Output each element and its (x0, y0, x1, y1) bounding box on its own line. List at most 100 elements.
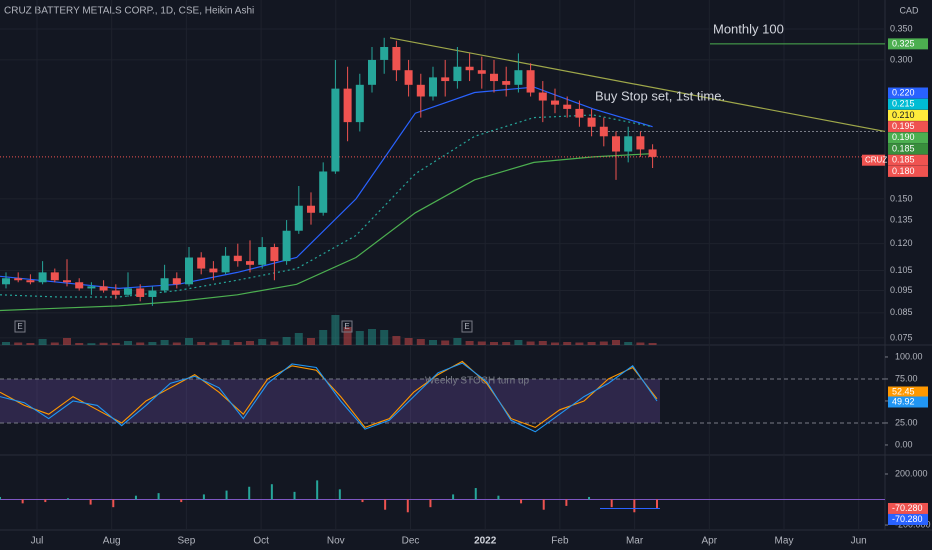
volume-bar (172, 342, 181, 345)
histogram-bar (0, 496, 1, 500)
y-tick-label: 0.085 (890, 307, 913, 317)
price-label-bg (888, 143, 928, 155)
candle-body (233, 255, 242, 262)
volume-bar (599, 341, 608, 345)
candle-body (551, 100, 559, 105)
candle-body (75, 282, 84, 289)
histogram-bar (44, 499, 47, 503)
price-label-bg (888, 98, 928, 110)
price-label-bg (888, 132, 928, 144)
x-tick-label: Apr (702, 536, 718, 547)
volume-bar (624, 342, 633, 345)
price-label: 0.190 (892, 132, 915, 142)
volume-bar (160, 340, 169, 345)
candle-body (63, 280, 71, 283)
histogram-bar (656, 499, 658, 509)
histogram-bar (316, 480, 319, 500)
volume-bar (502, 342, 511, 345)
histogram-bar (66, 498, 69, 500)
histogram-bar (225, 490, 228, 500)
volume-bar (575, 342, 584, 345)
price-label-bg (888, 87, 928, 99)
volume-bar (319, 330, 328, 345)
candle-body (563, 104, 572, 109)
candle-body (465, 66, 474, 71)
moving-average (0, 153, 653, 312)
volume-bar (111, 343, 120, 345)
volume-bar (331, 315, 340, 345)
price-label-bg (888, 109, 928, 121)
candle-body (502, 81, 511, 85)
chart-title: CRUZ BATTERY METALS CORP., 1D, CSE, Heik… (4, 6, 254, 17)
event-marker-bg (461, 320, 473, 333)
price-label: 0.220 (892, 87, 915, 97)
candle-body (599, 126, 608, 137)
histogram-bar (542, 499, 545, 510)
volume-bar (587, 342, 596, 345)
histogram-bar (384, 499, 387, 510)
price-label: 0.325 (892, 38, 915, 48)
x-tick-label: Oct (253, 536, 269, 547)
price-label-bg (888, 154, 928, 166)
candle-body (87, 286, 96, 289)
volume-bar (50, 342, 59, 345)
volume-bar (246, 341, 254, 345)
candle-body (538, 92, 547, 101)
candle-body (221, 255, 230, 273)
candle-body (319, 171, 328, 213)
histogram-bar (429, 499, 432, 508)
volume-bar (294, 333, 303, 345)
candle-body (380, 46, 389, 60)
volume-bar (551, 342, 559, 345)
x-tick-label: May (775, 536, 794, 547)
volume-bar (514, 340, 523, 345)
volume-bar (465, 341, 474, 345)
volume-bar (197, 342, 206, 345)
x-tick-label: 2022 (474, 536, 497, 547)
y-tick-label: 75.00 (895, 373, 918, 383)
x-tick-label: Jul (31, 536, 44, 547)
annotation: Monthly 100 (713, 21, 784, 36)
histogram-bar (293, 491, 296, 500)
event-marker: E (464, 322, 469, 331)
price-label-bg (888, 386, 928, 398)
volume-bar (87, 343, 96, 345)
event-marker-bg (341, 320, 353, 333)
candle-body (416, 84, 425, 97)
volume-bar (612, 340, 620, 345)
volume-bar (429, 340, 437, 345)
volume-bar (380, 330, 389, 345)
currency: CAD (899, 5, 919, 15)
price-label: 0.185 (892, 143, 915, 153)
volume-bar (282, 337, 291, 345)
histogram-bar (248, 486, 251, 500)
price-label: 0.210 (892, 110, 915, 120)
histogram-bar (633, 499, 636, 513)
volume-bar (538, 341, 547, 345)
volume-bar (99, 342, 108, 345)
candle-body (246, 261, 254, 265)
volume-bar (368, 329, 376, 345)
histogram-bar (406, 499, 409, 513)
volume-bar (490, 342, 498, 345)
candle-body (136, 288, 145, 297)
price-label-bg (888, 513, 928, 525)
candle-body (392, 46, 401, 71)
price-label: -70.280 (892, 503, 923, 513)
candle-body (282, 230, 291, 262)
x-tick-label: Jun (851, 536, 867, 547)
y-tick-label: 200.000 (895, 468, 928, 478)
volume-bar (477, 341, 486, 345)
y-tick-label: 0.095 (890, 285, 913, 295)
candle-body (477, 70, 486, 74)
price-label: 0.195 (892, 121, 915, 131)
histogram-bar (452, 494, 455, 500)
candle-body (26, 280, 35, 283)
candle-body (636, 136, 645, 150)
symbol-label-bg (862, 154, 885, 166)
histogram-bar (610, 499, 613, 508)
x-tick-label: Feb (551, 536, 569, 547)
volume-bar (636, 342, 645, 345)
